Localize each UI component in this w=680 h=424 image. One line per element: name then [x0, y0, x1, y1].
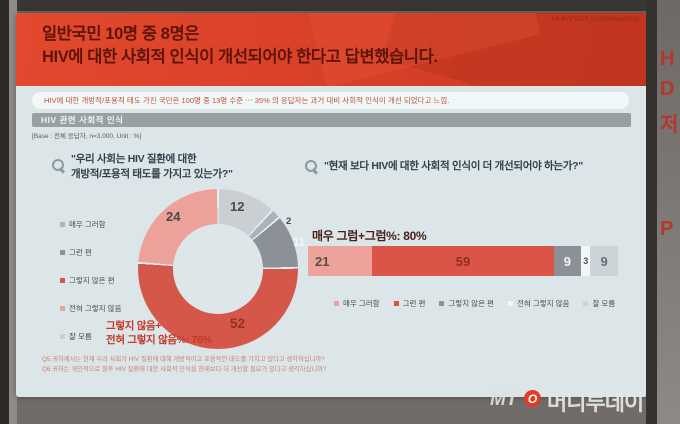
donut-summary-callout: 그렇지 않음+ 전혀 그렇지 않음%: 76% [106, 320, 212, 347]
donut-chart [138, 189, 298, 349]
legend-item: 그렇지 않은 편 [60, 275, 121, 286]
wall-banner-letter: H [660, 48, 675, 70]
legend-swatch [60, 278, 65, 283]
footnote-q5: Q5.귀하께서는 현재 우리 사회가 HIV 질환에 대해 개방적이고 포용적인… [42, 356, 325, 363]
survey-base-note: [Base : 전체 응답자, n=3,000, Unit : %] [32, 133, 142, 140]
slide-title-line2: HIV에 대한 사회적 인식이 개선되어야 한다고 답변했습니다. [42, 48, 438, 67]
legend-swatch [60, 222, 65, 227]
bar-segment: 59 [372, 246, 554, 276]
legend-item: 매우 그러함 [60, 219, 121, 230]
legend-label: 잘 모름 [69, 332, 92, 341]
legend-swatch [507, 301, 513, 306]
legend-swatch [439, 301, 445, 306]
right-chart-question: "현재 보다 HIV에 대한 사회적 인식이 더 개선되어야 하는가?" [324, 160, 583, 172]
legend-item: 매우 그러함 [334, 298, 380, 309]
donut-value-label: 11 [293, 237, 306, 249]
ceiling-shadow-strip [0, 0, 680, 11]
moneytoday-logo-icon: O [524, 390, 541, 407]
bar-legend: 매우 그러함 그런 편 그렇지 않은 편 전혀 그렇지 않음 잘 모름 [334, 298, 615, 309]
wall-banner-letter: 저 [660, 114, 679, 136]
bar-segment: 9 [553, 246, 582, 276]
legend-item: 잘 모름 [583, 298, 615, 309]
slide-title-line1: 일반국민 10명 중 8명은 [42, 25, 200, 43]
presentation-slide: 일반국민 10명 중 8명은 HIV에 대한 사회적 인식이 개선되어야 한다고… [16, 13, 647, 397]
slide-header-banner: 일반국민 10명 중 8명은 HIV에 대한 사회적 인식이 개선되어야 한다고… [16, 13, 647, 86]
legend-label: 전혀 그렇지 않음 [516, 299, 570, 308]
screen-edge-left [9, 0, 17, 424]
screen-bezel-left [0, 0, 9, 424]
legend-label: 그렇지 않은 편 [448, 299, 494, 308]
questionnaire-footnotes: Q5.귀하께서는 현재 우리 사회가 HIV 질환에 대해 개방적이고 포용적인… [42, 355, 326, 375]
legend-label: 그렇지 않은 편 [69, 276, 115, 285]
legend-swatch [393, 301, 399, 306]
bar-segment: 3 [581, 246, 591, 276]
donut-value-label: 52 [230, 316, 246, 331]
legend-item: 전혀 그렇지 않음 [60, 303, 121, 314]
wall-banner-letter: P [660, 218, 674, 240]
donut-summary-line2: 전혀 그렇지 않음%: 76% [106, 333, 212, 346]
donut-value-label: 12 [230, 199, 245, 214]
section-title-bar: HIV 관련 사회적 인식 [32, 113, 631, 127]
question-icon [52, 159, 64, 171]
bar-segment: 21 [308, 246, 373, 276]
left-chart-question: "우리 사회는 HIV 질환에 대한 개방적/포용적 태도를 가지고 있는가?" [71, 153, 233, 180]
screen-bezel-right [646, 0, 657, 424]
document-code: KB BVY 0373_v1.00W/Sep/2022 [551, 17, 639, 23]
legend-item: 그런 편 [393, 298, 426, 309]
legend-label: 전혀 그렇지 않음 [69, 304, 122, 313]
background-wall: H D 저 P [657, 0, 680, 424]
donut-value-label: 2 [286, 216, 292, 227]
bar-segment: 9 [590, 246, 618, 276]
legend-swatch [583, 301, 589, 306]
legend-item: 그렇지 않은 편 [439, 298, 494, 309]
press-watermark-brand: 머니투데이 [547, 390, 644, 415]
donut-summary-line1: 그렇지 않음+ [106, 320, 162, 332]
legend-label: 잘 모름 [592, 299, 616, 308]
legend-swatch [60, 250, 65, 255]
footnote-q6: Q6.귀하는 개인적으로 향후 HIV 질환에 대한 사회적 인식을 현재보다 … [42, 365, 327, 373]
legend-label: 그런 편 [69, 248, 92, 257]
wall-banner-letter: D [660, 78, 675, 100]
press-watermark-mt: MT [490, 389, 518, 410]
legend-swatch [334, 301, 339, 306]
legend-item: 그런 편 [60, 247, 121, 258]
legend-swatch [60, 334, 65, 339]
legend-swatch [60, 306, 65, 311]
legend-item: 전혀 그렇지 않음 [507, 298, 570, 309]
stacked-bar-chart: 21 59 9 3 9 [308, 246, 618, 276]
legend-item: 잘 모름 [60, 331, 121, 342]
slide-title: 일반국민 10명 중 8명은 HIV에 대한 사회적 인식이 개선되어야 한다고… [42, 23, 438, 69]
legend-label: 매우 그러함 [343, 299, 380, 308]
donut-value-label: 24 [166, 209, 181, 224]
legend-label: 매우 그러함 [69, 220, 106, 229]
key-finding-callout: HIV에 대한 개방적/포용적 태도 가진 국민은 100명 중 13명 수준 … [32, 92, 629, 109]
bar-summary-label: 매우 그럼+그럼%: 80% [312, 229, 427, 243]
legend-label: 그런 편 [402, 299, 426, 308]
question-icon [305, 160, 317, 172]
